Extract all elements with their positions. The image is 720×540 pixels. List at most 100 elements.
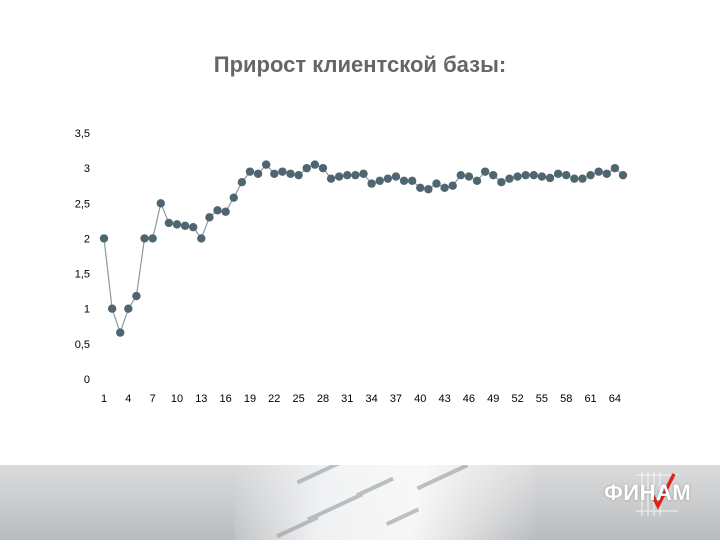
data-point bbox=[318, 163, 328, 173]
data-point bbox=[326, 174, 336, 183]
finam-logo: ФИНАМ bbox=[598, 470, 698, 520]
x-tick-label: 31 bbox=[341, 393, 353, 405]
data-point bbox=[432, 179, 441, 188]
x-tick-label: 13 bbox=[195, 393, 207, 405]
data-point bbox=[124, 304, 133, 313]
data-point bbox=[399, 176, 409, 185]
data-point bbox=[562, 170, 571, 180]
y-axis: 0 0,5 1 1,5 2 2,5 3 3,5 bbox=[75, 128, 90, 386]
x-tick-label: 49 bbox=[487, 393, 499, 405]
data-point bbox=[497, 178, 506, 187]
data-point bbox=[464, 172, 474, 181]
data-point bbox=[302, 163, 311, 173]
data-point bbox=[602, 169, 611, 178]
data-point bbox=[537, 172, 547, 181]
x-tick-label: 37 bbox=[390, 393, 402, 405]
x-tick-label: 19 bbox=[244, 393, 256, 405]
data-point bbox=[205, 213, 214, 222]
logo-text: ФИНАМ bbox=[604, 480, 692, 505]
x-tick-label: 55 bbox=[536, 393, 548, 405]
y-tick-label: 3,5 bbox=[75, 128, 90, 140]
data-point bbox=[489, 170, 498, 180]
data-point bbox=[197, 234, 206, 243]
x-tick-label: 28 bbox=[317, 393, 329, 405]
data-point bbox=[278, 167, 287, 176]
data-point bbox=[359, 169, 368, 178]
data-point bbox=[553, 169, 563, 178]
x-tick-label: 46 bbox=[463, 393, 475, 405]
data-point bbox=[245, 167, 255, 176]
footer-band bbox=[0, 465, 720, 540]
data-point bbox=[618, 170, 628, 180]
data-point bbox=[416, 183, 425, 193]
series-line-group bbox=[99, 160, 628, 337]
x-tick-label: 16 bbox=[220, 393, 232, 405]
data-point bbox=[472, 176, 482, 185]
data-point bbox=[424, 185, 433, 194]
x-tick-label: 4 bbox=[125, 393, 131, 405]
x-tick-label: 43 bbox=[438, 393, 450, 405]
y-tick-label: 0 bbox=[84, 374, 90, 386]
data-point bbox=[480, 167, 490, 176]
data-point bbox=[294, 170, 303, 180]
data-point bbox=[140, 234, 149, 243]
data-point bbox=[529, 170, 538, 180]
data-point bbox=[286, 169, 295, 178]
data-point bbox=[375, 176, 384, 185]
data-point bbox=[513, 172, 522, 181]
data-point bbox=[261, 160, 271, 169]
x-tick-label: 64 bbox=[609, 393, 621, 405]
y-tick-label: 1 bbox=[84, 304, 90, 316]
data-point bbox=[440, 183, 449, 193]
x-tick-label: 52 bbox=[511, 393, 523, 405]
data-point bbox=[180, 221, 190, 230]
data-point bbox=[570, 174, 579, 183]
data-point bbox=[270, 169, 279, 178]
x-tick-label: 10 bbox=[171, 393, 183, 405]
data-point bbox=[221, 207, 230, 216]
data-point bbox=[213, 206, 222, 215]
data-point bbox=[578, 174, 587, 183]
data-point bbox=[407, 176, 417, 185]
y-tick-label: 1,5 bbox=[75, 269, 90, 281]
x-tick-label: 7 bbox=[150, 393, 156, 405]
data-point bbox=[164, 218, 174, 228]
data-point bbox=[116, 328, 125, 337]
data-point bbox=[107, 304, 117, 313]
data-point bbox=[148, 234, 157, 243]
data-point bbox=[586, 170, 595, 180]
y-tick-label: 3 bbox=[84, 163, 90, 175]
slide-title: Прирост клиентской базы: bbox=[213, 52, 507, 77]
data-point bbox=[237, 178, 247, 187]
data-point bbox=[156, 199, 165, 208]
x-tick-label: 58 bbox=[560, 393, 572, 405]
data-point bbox=[456, 170, 466, 180]
data-point bbox=[594, 167, 603, 176]
x-tick-label: 34 bbox=[365, 393, 377, 405]
line-chart: 0 0,5 1 1,5 2 2,5 3 3,5 1 4 7 10 13 16 19 22 25 28 31 34 37… bbox=[75, 128, 628, 405]
data-point bbox=[505, 174, 514, 183]
data-point bbox=[545, 173, 555, 183]
data-point bbox=[253, 169, 263, 178]
data-point bbox=[448, 181, 457, 190]
data-point bbox=[343, 170, 352, 180]
series-line bbox=[103, 163, 624, 335]
data-point bbox=[132, 291, 141, 301]
data-point bbox=[610, 163, 620, 173]
y-tick-label: 2 bbox=[84, 233, 90, 245]
data-point bbox=[383, 174, 393, 183]
x-tick-label: 25 bbox=[293, 393, 305, 405]
data-point bbox=[229, 193, 238, 202]
data-point bbox=[521, 170, 530, 180]
receipt-paper-image bbox=[235, 465, 535, 540]
x-tick-label: 1 bbox=[101, 393, 107, 405]
x-axis: 1 4 7 10 13 16 19 22 25 28 31 34 37 40 43 46 49 52 55 58 61 6… bbox=[101, 393, 621, 405]
y-tick-label: 0,5 bbox=[75, 339, 90, 351]
data-point bbox=[334, 172, 344, 181]
data-point bbox=[172, 220, 182, 229]
x-tick-label: 61 bbox=[584, 393, 596, 405]
data-point bbox=[391, 172, 401, 181]
y-tick-label: 2,5 bbox=[75, 198, 90, 210]
data-point bbox=[99, 234, 109, 243]
x-tick-label: 40 bbox=[414, 393, 426, 405]
